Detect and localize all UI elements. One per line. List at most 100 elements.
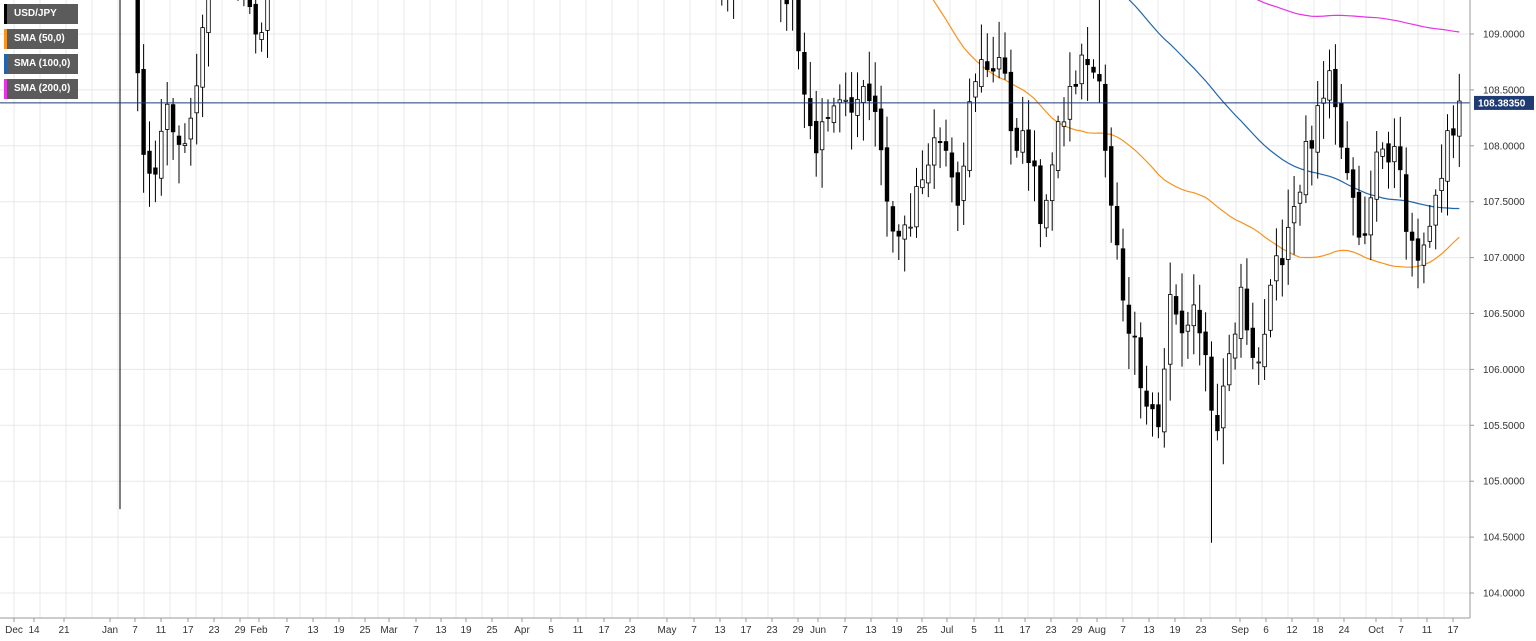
sma-50-line	[932, 0, 1460, 268]
candle-body	[1126, 304, 1132, 334]
legend-label: SMA (200,0)	[14, 83, 71, 94]
candle-body	[1038, 165, 1043, 225]
candle-body	[861, 86, 866, 103]
candle-body	[1120, 248, 1126, 301]
x-tick-label: 17	[740, 625, 752, 636]
candle-body	[1150, 404, 1155, 410]
x-tick-label: Oct	[1368, 625, 1384, 636]
x-tick-label: 14	[28, 625, 40, 636]
current-price-line: 108.38350	[0, 95, 1534, 110]
legend-item-sma-100[interactable]: SMA (100,0)	[4, 54, 79, 74]
candle-body	[247, 0, 252, 8]
legend-item-usdjpy[interactable]: USD/JPY	[4, 4, 79, 24]
x-tick-label: Sep	[1231, 625, 1249, 636]
x-tick-label: 7	[132, 625, 138, 636]
x-tick-label: 7	[1398, 625, 1404, 636]
x-tick-label: 7	[413, 625, 419, 636]
candle-body	[825, 117, 831, 119]
candle-body	[182, 143, 188, 146]
legend-label: SMA (100,0)	[14, 58, 71, 69]
candle-body	[1050, 164, 1055, 202]
y-tick-label: 108.0000	[1483, 141, 1525, 152]
candle-body	[159, 130, 164, 179]
x-tick-label: Apr	[514, 625, 530, 636]
candle-body	[1409, 231, 1415, 241]
x-tick-label: 25	[916, 625, 928, 636]
candle-body	[837, 99, 842, 104]
candle-body	[1026, 129, 1031, 164]
sma-100-series	[1128, 0, 1460, 210]
candle-body	[1427, 225, 1432, 242]
candle-body	[1421, 244, 1427, 266]
candle-body	[1203, 331, 1208, 356]
x-tick-label: 19	[460, 625, 472, 636]
candle-body	[1002, 57, 1008, 74]
legend-swatch	[4, 29, 7, 49]
sma-100-line	[1128, 0, 1460, 210]
candle-body	[878, 108, 884, 151]
candle-body	[206, 0, 211, 33]
candle-body	[991, 68, 996, 72]
x-tick-label: 29	[792, 625, 804, 636]
candle-body	[955, 172, 960, 206]
x-tick-label: 13	[307, 625, 319, 636]
x-tick-label: Jan	[102, 625, 118, 636]
candle-body	[967, 101, 972, 171]
candle-body	[1268, 284, 1273, 331]
candle-body	[1356, 191, 1362, 238]
candle-body	[1173, 296, 1179, 315]
candle-body	[1215, 415, 1220, 432]
candle-body	[1079, 54, 1084, 85]
candle-body	[819, 121, 825, 151]
legend-item-sma-200[interactable]: SMA (200,0)	[4, 79, 79, 99]
chart-grid	[0, 0, 1470, 618]
candlestick-series	[119, 0, 1462, 543]
legend-label: USD/JPY	[14, 8, 57, 19]
candle-body	[1451, 128, 1456, 136]
candle-body	[259, 32, 264, 40]
candle-body	[1280, 258, 1285, 266]
x-tick-label: 17	[182, 625, 194, 636]
candle-body	[153, 167, 158, 175]
candle-body	[796, 0, 801, 52]
candle-body	[1368, 197, 1373, 236]
candle-body	[808, 98, 813, 127]
candle-body	[1156, 404, 1161, 428]
candle-body	[896, 230, 901, 237]
candle-body	[147, 150, 152, 174]
x-tick-label: 11	[156, 625, 167, 636]
candle-body	[1374, 151, 1379, 200]
legend-item-sma-50[interactable]: SMA (50,0)	[4, 29, 79, 49]
candle-body	[1091, 66, 1096, 73]
candle-body	[1362, 233, 1368, 236]
candle-body	[1445, 130, 1450, 182]
y-axis: 114.5000114.0000113.5000113.0000112.5000…	[1469, 0, 1525, 618]
candle-body	[979, 59, 984, 88]
x-tick-label: 24	[1338, 625, 1350, 636]
sma-50-series	[932, 0, 1460, 268]
candle-body	[194, 85, 199, 114]
candle-body	[1061, 121, 1067, 127]
candle-body	[1415, 238, 1421, 261]
candle-body	[1191, 304, 1196, 327]
x-tick-label: Aug	[1088, 625, 1106, 636]
candle-body	[176, 135, 182, 145]
candle-body	[1398, 146, 1403, 171]
current-price-tag	[1474, 95, 1534, 110]
legend-swatch	[4, 54, 7, 74]
candle-body	[1014, 127, 1019, 151]
candle-body	[1114, 205, 1120, 246]
candle-body	[1286, 226, 1291, 260]
x-tick-label: Jul	[941, 625, 954, 636]
x-tick-label: 17	[1019, 625, 1031, 636]
candle-body	[1085, 59, 1090, 66]
x-tick-label: 25	[486, 625, 498, 636]
candle-body	[1256, 361, 1261, 364]
candle-body	[1333, 68, 1338, 108]
y-tick-label: 104.5000	[1483, 533, 1525, 544]
x-tick-label: 7	[284, 625, 290, 636]
x-tick-label: 13	[435, 625, 447, 636]
candle-body	[170, 104, 176, 133]
candle-body	[1132, 335, 1137, 338]
